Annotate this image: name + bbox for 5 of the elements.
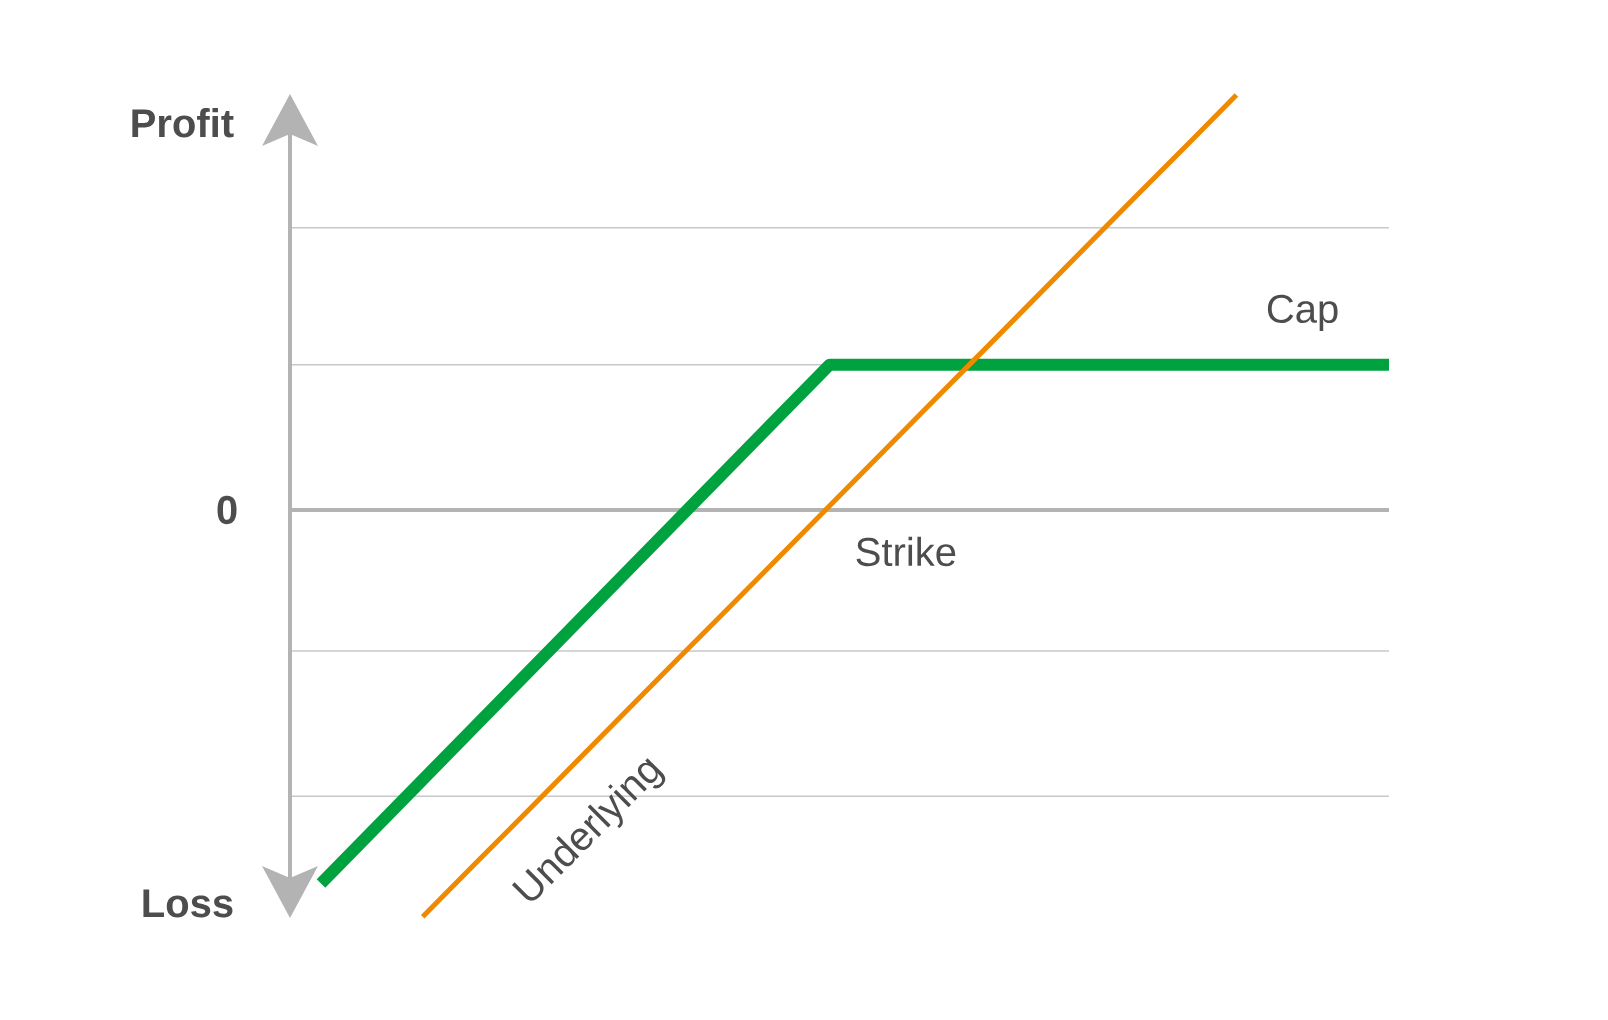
text: Profit (132, 108, 234, 138)
ref-line-label: 0 (217, 495, 237, 525)
series-label: Cap (1267, 294, 1338, 331)
text: Loss (143, 889, 233, 918)
annotation: Strike (856, 536, 956, 567)
